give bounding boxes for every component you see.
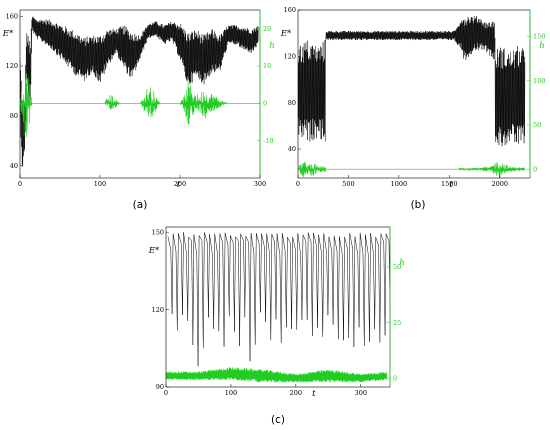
y-left-tick-label: 80 [288, 99, 296, 107]
x-tick-label: 200 [174, 180, 186, 188]
x-tick-label: 500 [342, 180, 354, 188]
panel-caption: (c) [271, 414, 285, 426]
x-axis-label: t [449, 180, 453, 190]
x-tick-label: 300 [355, 389, 367, 397]
y-right-tick-label: 0 [393, 374, 397, 382]
y-right-tick-label: 50 [533, 121, 541, 129]
y-left-tick-label: 160 [284, 6, 296, 14]
series-line-h [298, 161, 526, 178]
series-line-h [20, 73, 260, 138]
series-group [298, 15, 526, 178]
y-right-tick-label: 150 [533, 33, 545, 41]
y-right-tick-label: 20 [263, 25, 271, 33]
x-tick-label: 100 [94, 180, 106, 188]
y-left-axis-label: E* [2, 29, 14, 39]
chart-panel-b: 0 500 1000 1500 2000 40 80 120 160 0 50 100 150 t E* h (… [280, 6, 546, 211]
y-right-axis-label: h [399, 258, 404, 268]
y-left-tick-label: 150 [152, 228, 164, 236]
x-axis-label: t [312, 389, 316, 399]
y-right-tick-label: 0 [533, 165, 537, 173]
x-tick-label: 200 [290, 389, 302, 397]
y-right-tick-label: 100 [533, 77, 545, 85]
x-axis-label: t [177, 180, 181, 190]
y-left-tick-label: 120 [6, 62, 18, 70]
series-group [20, 16, 260, 167]
x-tick-label: 2000 [491, 180, 508, 188]
y-left-tick-label: 40 [288, 145, 296, 153]
y-left-tick-label: 80 [10, 112, 18, 120]
x-tick-label: 100 [225, 389, 237, 397]
y-right-tick-label: 50 [393, 263, 401, 271]
y-right-tick-label: -10 [263, 137, 273, 145]
plot-frame [165, 226, 391, 388]
y-right-axis-label: h [269, 41, 274, 51]
y-right-tick-label: 25 [393, 319, 401, 327]
x-tick-label: 0 [296, 180, 300, 188]
y-left-tick-label: 120 [152, 306, 164, 314]
series-line-h [166, 367, 388, 383]
series-group [166, 232, 390, 383]
panel-caption: (a) [133, 199, 148, 211]
y-left-axis-label: E* [280, 29, 292, 39]
chart-panel-a: 0 100 200 300 40 80 120 160 -10 0 10 20 t E* h (a) [2, 9, 275, 211]
y-right-tick-label: 0 [263, 100, 267, 108]
series-line-E-star [298, 15, 526, 147]
x-tick-label: 0 [18, 180, 22, 188]
panel-caption: (b) [411, 199, 426, 211]
chart-panel-c: 0 100 200 300 90 120 150 0 25 50 t E* h (c) [148, 226, 405, 426]
y-left-tick-label: 120 [284, 53, 296, 61]
series-line-E-star [167, 232, 390, 367]
x-tick-label: 1000 [391, 180, 408, 188]
y-left-tick-label: 40 [10, 162, 18, 170]
y-right-tick-label: 10 [263, 62, 271, 70]
y-right-axis-label: h [539, 41, 544, 51]
x-tick-label: 300 [254, 180, 266, 188]
y-left-axis-label: E* [148, 246, 160, 256]
y-left-tick-label: 160 [6, 12, 18, 20]
x-tick-label: 1500 [441, 180, 458, 188]
y-left-tick-label: 90 [156, 383, 164, 391]
series-line-E-star [20, 16, 259, 167]
x-tick-label: 0 [164, 389, 168, 397]
